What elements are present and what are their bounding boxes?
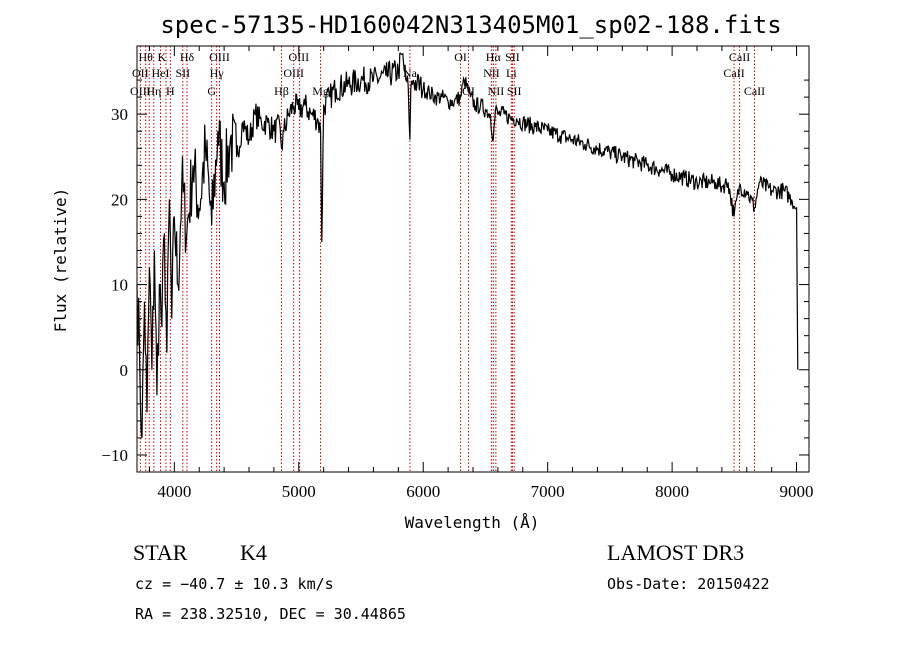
line-label: SII [505,50,520,64]
subclass: K4 [240,540,267,565]
x-axis-label: Wavelength (Å) [405,513,540,532]
line-label: G [207,84,216,98]
obs-date: Obs-Date: 20150422 [607,575,770,593]
x-axis-ticks: 4000 5000 6000 7000 8000 9000 [148,46,814,501]
y-tick-label: 10 [111,276,128,295]
line-label: NII [483,66,500,80]
x-tick-label: 8000 [655,482,689,501]
line-label: CaII [723,66,744,80]
line-label: OIII [288,50,309,64]
line-label: OI [454,50,467,64]
y-axis-label: Flux (relative) [51,188,70,333]
line-markers [139,46,755,472]
survey-name: LAMOST DR3 [607,540,745,565]
object-class: STAR [133,540,188,565]
line-label: Li [506,66,517,80]
line-label: CaII [744,84,765,98]
line-label: Hβ [274,84,289,98]
line-label: NII [488,84,505,98]
y-tick-label: −10 [101,446,128,465]
coordinates: RA = 238.32510, DEC = 30.44865 [135,605,406,623]
spectrum-series-line [136,52,799,438]
line-label: Hη [146,84,161,98]
line-label: SII [507,84,522,98]
chart-title: spec-57135-HD160042N313405M01_sp02-188.f… [160,11,781,39]
line-label: SII [175,66,190,80]
redshift-value: cz = −40.7 ± 10.3 km/s [135,575,334,593]
line-label: Na [403,66,418,80]
line-label: Hα [486,50,502,64]
line-label: CaII [729,50,750,64]
plot-frame [136,45,810,473]
line-label: HeI [152,66,170,80]
line-label: OIII [283,66,304,80]
line-label: Hδ [180,50,195,64]
x-tick-label: 5000 [282,482,316,501]
line-label: Hθ [139,50,154,64]
line-label: OII [132,66,149,80]
x-tick-label: 7000 [531,482,565,501]
y-tick-label: 0 [120,361,129,380]
y-tick-label: 20 [111,190,128,209]
line-label: OIII [209,50,230,64]
y-tick-label: 30 [111,105,128,124]
x-tick-label: 6000 [406,482,440,501]
line-label: OIII [130,84,151,98]
x-tick-label: 4000 [157,482,191,501]
line-label: Hγ [210,66,225,80]
line-label: Mg [312,84,329,98]
line-label: H [166,84,175,98]
x-tick-label: 9000 [780,482,814,501]
line-label: K [158,50,167,64]
y-axis-ticks: −10 0 10 20 30 [101,79,809,465]
